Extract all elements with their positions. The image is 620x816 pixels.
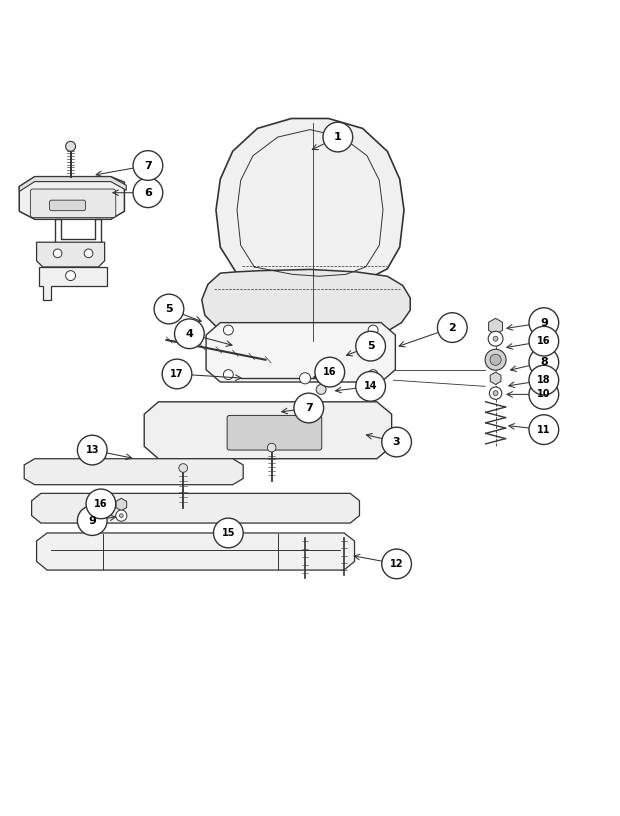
Text: 9: 9 bbox=[88, 516, 96, 526]
Text: 12: 12 bbox=[390, 559, 404, 569]
Circle shape bbox=[116, 510, 127, 521]
FancyBboxPatch shape bbox=[50, 200, 86, 211]
Polygon shape bbox=[32, 494, 360, 523]
Circle shape bbox=[529, 379, 559, 410]
Circle shape bbox=[154, 295, 184, 324]
Circle shape bbox=[368, 325, 378, 335]
Polygon shape bbox=[19, 176, 126, 192]
Text: 16: 16 bbox=[537, 336, 551, 346]
Circle shape bbox=[294, 393, 324, 423]
Text: 2: 2 bbox=[448, 322, 456, 333]
Circle shape bbox=[323, 122, 353, 152]
Text: 7: 7 bbox=[144, 161, 152, 171]
Text: 9: 9 bbox=[540, 317, 548, 328]
Circle shape bbox=[315, 357, 345, 387]
Circle shape bbox=[529, 308, 559, 338]
Circle shape bbox=[316, 384, 326, 394]
Text: 15: 15 bbox=[221, 528, 235, 538]
Text: 5: 5 bbox=[367, 341, 374, 351]
Circle shape bbox=[66, 271, 76, 281]
FancyBboxPatch shape bbox=[30, 189, 116, 218]
Text: 4: 4 bbox=[185, 329, 193, 339]
Circle shape bbox=[86, 489, 116, 519]
Circle shape bbox=[438, 313, 467, 343]
Circle shape bbox=[299, 373, 311, 384]
Circle shape bbox=[529, 415, 559, 445]
Text: 13: 13 bbox=[86, 445, 99, 455]
Polygon shape bbox=[39, 267, 107, 299]
Polygon shape bbox=[19, 176, 125, 220]
Circle shape bbox=[53, 249, 62, 258]
Circle shape bbox=[529, 348, 559, 377]
Circle shape bbox=[489, 387, 502, 399]
Circle shape bbox=[78, 435, 107, 465]
Text: 16: 16 bbox=[94, 499, 108, 509]
Circle shape bbox=[78, 506, 107, 535]
Text: 17: 17 bbox=[170, 369, 184, 379]
Polygon shape bbox=[37, 533, 355, 570]
Circle shape bbox=[382, 549, 412, 579]
Circle shape bbox=[493, 391, 498, 396]
FancyBboxPatch shape bbox=[227, 415, 322, 450]
Circle shape bbox=[368, 370, 378, 379]
Circle shape bbox=[382, 428, 412, 457]
Circle shape bbox=[213, 518, 243, 548]
Circle shape bbox=[223, 370, 233, 379]
Circle shape bbox=[133, 151, 163, 180]
Text: 3: 3 bbox=[393, 437, 401, 447]
Polygon shape bbox=[37, 242, 105, 267]
Polygon shape bbox=[206, 322, 396, 382]
Circle shape bbox=[223, 325, 233, 335]
Circle shape bbox=[84, 249, 93, 258]
Text: 8: 8 bbox=[540, 357, 547, 367]
Polygon shape bbox=[216, 118, 404, 284]
Text: 11: 11 bbox=[537, 424, 551, 435]
Circle shape bbox=[529, 366, 559, 395]
Circle shape bbox=[133, 178, 163, 207]
Text: eReplacementParts.com: eReplacementParts.com bbox=[229, 405, 391, 418]
Text: 10: 10 bbox=[537, 389, 551, 399]
Polygon shape bbox=[202, 269, 410, 343]
Circle shape bbox=[488, 331, 503, 346]
Circle shape bbox=[493, 336, 498, 341]
Text: 7: 7 bbox=[305, 403, 312, 413]
Circle shape bbox=[529, 326, 559, 356]
Text: 1: 1 bbox=[334, 132, 342, 142]
Circle shape bbox=[179, 463, 187, 472]
Text: 14: 14 bbox=[364, 381, 378, 392]
Circle shape bbox=[356, 371, 386, 401]
Circle shape bbox=[120, 514, 123, 517]
Polygon shape bbox=[24, 459, 243, 485]
Circle shape bbox=[267, 443, 276, 452]
Circle shape bbox=[162, 359, 192, 388]
Circle shape bbox=[485, 349, 506, 370]
Text: 6: 6 bbox=[144, 188, 152, 197]
Circle shape bbox=[356, 331, 386, 361]
Text: 16: 16 bbox=[323, 367, 337, 377]
Circle shape bbox=[174, 319, 204, 348]
Text: 5: 5 bbox=[165, 304, 173, 314]
Circle shape bbox=[490, 354, 501, 366]
Polygon shape bbox=[144, 401, 392, 459]
Text: 18: 18 bbox=[537, 375, 551, 385]
Circle shape bbox=[66, 141, 76, 151]
